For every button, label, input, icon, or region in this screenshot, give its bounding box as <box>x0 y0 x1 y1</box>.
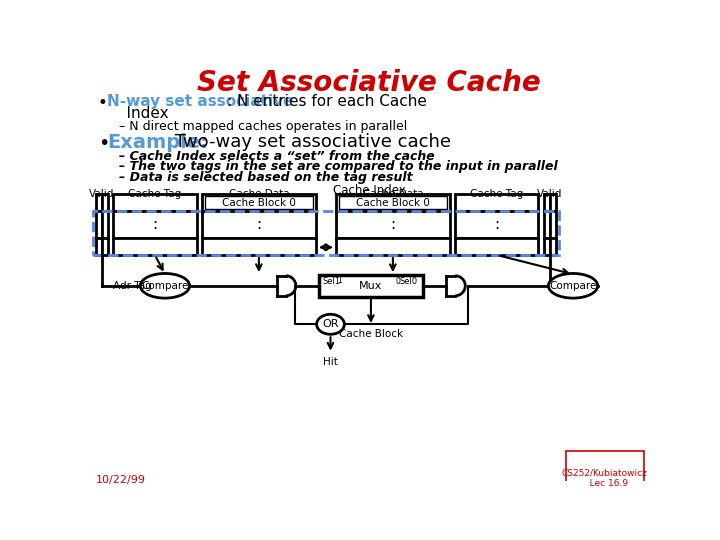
Text: Cache Block: Cache Block <box>339 329 403 339</box>
Bar <box>544 238 550 255</box>
Text: Adr Tag: Adr Tag <box>113 281 152 291</box>
Text: •: • <box>98 94 108 112</box>
Bar <box>319 275 423 296</box>
Text: :: : <box>153 217 158 232</box>
Text: Cache Tag: Cache Tag <box>470 189 523 199</box>
Text: Two-way set associative cache: Two-way set associative cache <box>168 132 451 151</box>
Text: Cache Tag: Cache Tag <box>128 189 181 199</box>
Text: Example:: Example: <box>107 132 208 152</box>
Bar <box>455 211 539 238</box>
Text: Valid: Valid <box>89 189 114 199</box>
Text: :: : <box>494 217 500 232</box>
Bar <box>113 238 197 255</box>
Ellipse shape <box>317 314 344 334</box>
Bar <box>202 238 316 255</box>
Text: Index: Index <box>107 106 168 122</box>
Text: – N direct mapped caches operates in parallel: – N direct mapped caches operates in par… <box>119 120 407 133</box>
Bar <box>202 211 316 238</box>
Bar <box>205 197 312 209</box>
Bar <box>550 238 556 255</box>
Bar <box>550 194 556 211</box>
Bar <box>96 211 102 238</box>
Text: 0: 0 <box>395 278 400 286</box>
Bar <box>96 238 102 255</box>
Bar <box>339 197 447 209</box>
Bar <box>336 194 450 211</box>
Bar <box>336 238 450 255</box>
Text: Valid: Valid <box>537 189 562 199</box>
Bar <box>544 211 550 238</box>
Text: – The two tags in the set are compared to the input in parallel: – The two tags in the set are compared t… <box>119 160 557 173</box>
Bar <box>102 211 108 238</box>
Bar <box>96 194 102 211</box>
Text: Cache Index: Cache Index <box>333 184 405 197</box>
Text: Set Associative Cache: Set Associative Cache <box>197 69 541 97</box>
Text: •: • <box>98 134 109 153</box>
Ellipse shape <box>549 273 598 298</box>
Text: Compare: Compare <box>549 281 597 291</box>
FancyBboxPatch shape <box>566 451 644 482</box>
Bar <box>102 238 108 255</box>
Bar <box>336 211 450 238</box>
Text: Cache Data: Cache Data <box>363 189 423 199</box>
Text: :: : <box>547 217 552 232</box>
Text: – Data is selected based on the tag result: – Data is selected based on the tag resu… <box>119 171 413 184</box>
Text: Mux: Mux <box>359 281 382 291</box>
Bar <box>455 194 539 211</box>
Bar <box>202 194 316 211</box>
Bar <box>113 194 197 211</box>
Text: :: : <box>256 217 261 232</box>
Bar <box>550 211 556 238</box>
Text: N-way set associative: N-way set associative <box>107 94 294 109</box>
Bar <box>455 238 539 255</box>
Text: Cache Data: Cache Data <box>228 189 289 199</box>
Text: Compare: Compare <box>141 281 189 291</box>
Bar <box>113 211 197 238</box>
Text: Hit: Hit <box>323 356 338 367</box>
Text: :: : <box>99 217 104 232</box>
Text: :: : <box>390 217 395 232</box>
Text: – Cache Index selects a “set” from the cache: – Cache Index selects a “set” from the c… <box>119 150 434 163</box>
Text: : N entries for each Cache: : N entries for each Cache <box>227 94 426 109</box>
Text: 1: 1 <box>338 276 342 285</box>
Bar <box>102 194 108 211</box>
Text: Cache Block 0: Cache Block 0 <box>222 198 296 207</box>
Text: CS252/Kubiatowicz
   Lec 16.9: CS252/Kubiatowicz Lec 16.9 <box>562 468 647 488</box>
Text: 10/22/99: 10/22/99 <box>96 475 145 485</box>
Text: Cache Block 0: Cache Block 0 <box>356 198 430 207</box>
Ellipse shape <box>140 273 189 298</box>
Text: OR: OR <box>323 319 338 329</box>
Text: Sel1: Sel1 <box>322 278 340 286</box>
Text: Sel0: Sel0 <box>400 278 418 286</box>
Bar <box>544 194 550 211</box>
